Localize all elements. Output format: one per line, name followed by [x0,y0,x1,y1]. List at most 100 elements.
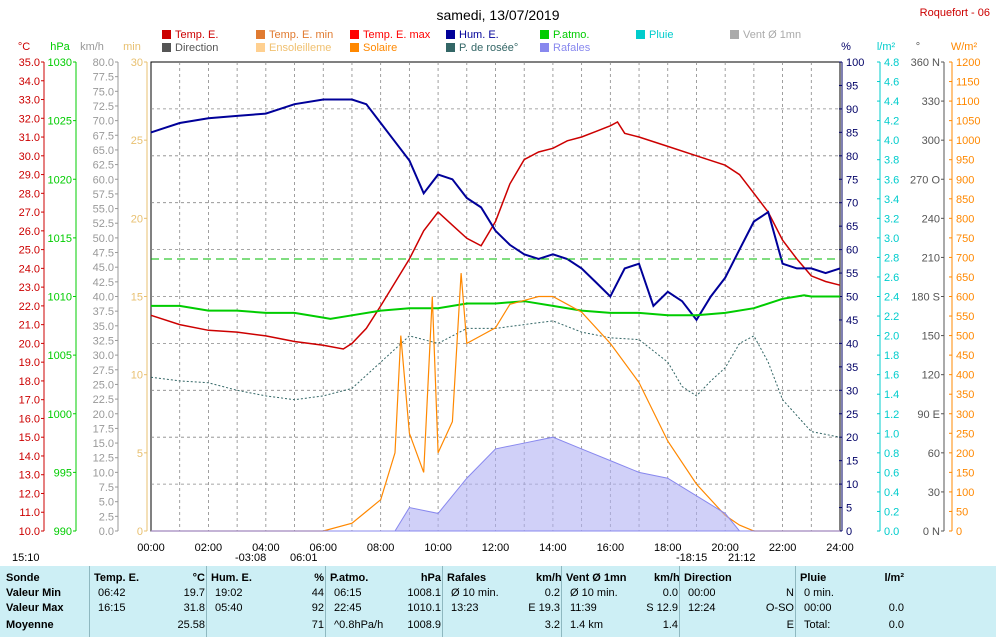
legend-label: P.atmo. [553,29,590,41]
x-tick-label: 24:00 [826,542,854,554]
stats-value: 92 [311,602,324,614]
rain-tick-label: 0.8 [884,448,899,460]
x-tick-label: 06:00 [309,542,337,554]
stats-time: 12:24 [688,602,716,614]
rain-tick-label: 1.6 [884,370,899,382]
series-line-solaire [151,273,840,532]
temp-tick-label: 27.0 [19,207,40,219]
x-tick-label: 14:00 [539,542,567,554]
solar-tick-label: 250 [956,428,974,440]
wind-tick-label: 7.5 [99,482,114,494]
pressure-tick-label: 1005 [48,350,72,362]
legend-swatch [162,30,171,39]
rain-tick-label: 0.0 [884,526,899,538]
stats-value: S 12.9 [646,602,678,614]
sunrise-label: 06:01 [290,552,318,564]
humidity-tick-label: 25 [846,409,858,421]
direction-tick-label: 60 [928,448,940,460]
min-tick-label: 30 [131,57,143,69]
temp-tick-label: 23.0 [19,282,40,294]
stats-value: 1.4 [662,619,678,631]
wind-tick-label: 20.0 [93,409,114,421]
solar-tick-label: 1000 [956,135,980,147]
min-tick-label: 5 [137,448,143,460]
stats-time: 16:15 [98,602,126,614]
wind-tick-label: 22.5 [93,394,114,406]
solar-tick-label: 950 [956,155,974,167]
stats-header: Temp. E. [94,572,140,584]
temp-tick-label: 20.0 [19,338,40,350]
stats-row-label: Moyenne [6,619,54,631]
direction-tick-label: 270 O [910,174,940,186]
legend-swatch [446,30,455,39]
solar-tick-label: 300 [956,409,974,421]
wind-tick-label: 27.5 [93,365,114,377]
temp-tick-label: 21.0 [19,320,40,332]
solar-tick-label: 1200 [956,57,980,69]
stats-value: 25.58 [177,619,205,631]
rain-tick-label: 2.8 [884,252,899,264]
humidity-tick-label: 0 [846,526,852,538]
humidity-tick-label: 95 [846,80,858,92]
humidity-tick-label: 40 [846,338,858,350]
temp-tick-label: 13.0 [19,470,40,482]
humidity-tick-label: 60 [846,245,858,257]
solar-tick-label: 150 [956,467,974,479]
rain-unit: l/m² [877,41,896,53]
rain-tick-label: 4.0 [884,135,899,147]
humidity-tick-label: 20 [846,432,858,444]
pressure-tick-label: 1030 [48,57,72,69]
min-tick-label: 20 [131,213,143,225]
direction-tick-label: 120 [922,370,940,382]
temp-tick-label: 26.0 [19,226,40,238]
solar-tick-label: 100 [956,487,974,499]
wind-tick-label: 75.0 [93,86,114,98]
wind-tick-label: 0.0 [99,526,114,538]
min-tick-label: 25 [131,135,143,147]
min-unit: min [123,41,141,53]
x-tick-label: 16:00 [597,542,625,554]
legend-swatch [540,30,549,39]
stats-time: 05:40 [215,602,243,614]
stats-value: 0.0 [888,619,904,631]
stats-header: Pluie [800,572,827,584]
rain-tick-label: 4.2 [884,116,899,128]
solar-tick-label: 900 [956,174,974,186]
stats-value: 0.0 [888,602,904,614]
legend-swatch [636,30,645,39]
pressure-tick-label: 1015 [48,233,72,245]
wind-tick-label: 57.5 [93,189,114,201]
direction-tick-label: 300 [922,135,940,147]
x-tick-label: 22:00 [769,542,797,554]
rain-tick-label: 1.2 [884,409,899,421]
temp-tick-label: 30.0 [19,151,40,163]
direction-tick-label: 210 [922,252,940,264]
temp-tick-label: 18.0 [19,376,40,388]
rain-tick-label: 3.8 [884,155,899,167]
humidity-tick-label: 70 [846,198,858,210]
legend-label: Temp. E. min [269,29,333,41]
stats-divider [679,566,680,637]
stats-value: 71 [311,619,324,631]
legend-swatch [162,43,171,52]
wind-unit: km/h [80,41,104,53]
humidity-tick-label: 75 [846,174,858,186]
pressure-tick-label: 995 [54,467,72,479]
stats-value: 1008.1 [407,587,441,599]
stats-time: 11:39 [570,602,597,614]
rain-tick-label: 4.6 [884,77,899,89]
solar-tick-label: 0 [956,526,962,538]
legend-label: Pluie [649,29,673,41]
stats-value: O-SO [765,602,794,614]
rain-tick-label: 1.4 [884,389,899,401]
wind-tick-label: 25.0 [93,379,114,391]
rain-tick-label: 0.6 [884,467,899,479]
stats-value: 44 [311,587,324,599]
temp-tick-label: 14.0 [19,451,40,463]
solar-tick-label: 500 [956,331,974,343]
legend-label: Direction [175,42,218,54]
wind-tick-label: 80.0 [93,57,114,69]
legend-label: Temp. E. [175,29,218,41]
humidity-tick-label: 5 [846,503,852,515]
wind-tick-label: 2.5 [99,511,114,523]
